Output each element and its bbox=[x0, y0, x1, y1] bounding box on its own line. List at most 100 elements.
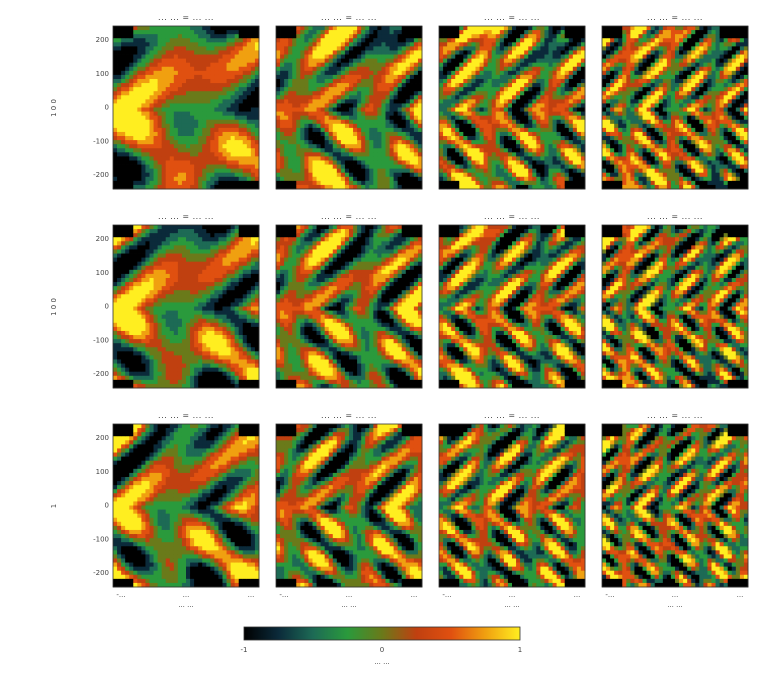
heatmap-cell bbox=[336, 78, 342, 84]
heatmap-cell bbox=[381, 95, 386, 100]
heatmap-cell bbox=[369, 38, 374, 43]
heatmap-cell bbox=[520, 91, 525, 96]
heatmap-cell bbox=[369, 119, 374, 125]
heatmap-cell bbox=[280, 107, 285, 112]
heatmap-cell bbox=[312, 46, 317, 51]
heatmap-cell bbox=[512, 95, 517, 100]
heatmap-cell bbox=[222, 148, 227, 153]
heatmap-cell bbox=[169, 58, 175, 64]
heatmap-cell bbox=[544, 99, 549, 104]
heatmap-cell bbox=[296, 66, 301, 72]
heatmap-cell bbox=[276, 111, 281, 117]
heatmap-cell bbox=[332, 26, 338, 31]
heatmap-cell bbox=[296, 107, 301, 112]
heatmap-cell bbox=[206, 42, 211, 47]
heatmap-cell bbox=[230, 87, 236, 92]
heatmap-cell bbox=[622, 26, 627, 31]
heatmap-cell bbox=[153, 123, 159, 129]
heatmap-cell bbox=[580, 115, 586, 121]
heatmap-cell bbox=[499, 62, 505, 68]
heatmap-cell bbox=[524, 111, 529, 117]
heatmap-cell bbox=[528, 127, 533, 133]
heatmap-cell bbox=[113, 172, 118, 178]
heatmap-cell bbox=[230, 91, 236, 96]
heatmap-cell bbox=[141, 83, 146, 88]
heatmap-cell bbox=[439, 99, 444, 104]
heatmap-cell bbox=[161, 148, 167, 153]
heatmap-cell bbox=[463, 131, 468, 137]
heatmap-cell bbox=[618, 78, 623, 84]
heatmap-cell bbox=[125, 62, 130, 68]
heatmap-cell bbox=[638, 136, 643, 141]
heatmap-cell bbox=[622, 78, 627, 84]
heatmap-cell bbox=[336, 83, 342, 88]
heatmap-cell bbox=[328, 119, 334, 125]
heatmap-cell bbox=[467, 58, 472, 64]
heatmap-cell bbox=[487, 74, 493, 80]
heatmap-cell bbox=[320, 70, 326, 76]
heatmap-cell bbox=[544, 74, 549, 80]
heatmap-cell bbox=[499, 180, 505, 186]
heatmap-cell bbox=[638, 168, 643, 174]
heatmap-cell bbox=[320, 107, 326, 112]
heatmap-cell bbox=[540, 38, 545, 43]
heatmap-cell bbox=[622, 184, 627, 190]
heatmap-cell bbox=[137, 95, 142, 100]
heatmap-cell bbox=[300, 54, 305, 60]
heatmap-cell bbox=[495, 38, 501, 43]
heatmap-cell bbox=[230, 78, 236, 84]
heatmap-cell bbox=[606, 66, 611, 72]
heatmap-cell bbox=[536, 30, 541, 35]
heatmap-cell bbox=[157, 95, 163, 100]
heatmap-cell bbox=[602, 103, 607, 108]
heatmap-cell bbox=[157, 172, 163, 178]
heatmap-cell bbox=[646, 78, 652, 84]
heatmap-cell bbox=[117, 50, 122, 55]
heatmap-cell bbox=[230, 34, 236, 39]
heatmap-cell bbox=[328, 152, 334, 157]
heatmap-cell bbox=[377, 172, 382, 178]
heatmap-cell bbox=[467, 168, 472, 174]
heatmap-cell bbox=[129, 111, 134, 117]
heatmap-cell bbox=[548, 34, 553, 39]
heatmap-cell bbox=[177, 184, 183, 190]
heatmap-cell bbox=[614, 78, 619, 84]
heatmap-cell bbox=[198, 168, 203, 174]
heatmap-cell bbox=[650, 172, 656, 178]
heatmap-cell bbox=[280, 168, 285, 174]
heatmap-cell bbox=[316, 119, 322, 125]
heatmap-cell bbox=[276, 131, 281, 137]
heatmap-cell bbox=[401, 160, 407, 165]
heatmap-cell bbox=[181, 144, 187, 149]
heatmap-cell bbox=[417, 66, 423, 72]
heatmap-cell bbox=[292, 58, 297, 64]
heatmap-cell bbox=[117, 38, 122, 43]
heatmap-cell bbox=[654, 87, 660, 92]
heatmap-cell bbox=[606, 34, 611, 39]
heatmap-cell bbox=[487, 54, 493, 60]
heatmap-cell bbox=[308, 127, 313, 133]
heatmap-cell bbox=[447, 91, 452, 96]
heatmap-cell bbox=[487, 38, 493, 43]
heatmap-cell bbox=[218, 111, 223, 117]
heatmap-cell bbox=[487, 26, 493, 31]
heatmap-cell bbox=[467, 164, 472, 170]
heatmap-cell bbox=[606, 107, 611, 112]
heatmap-cell bbox=[487, 152, 493, 157]
heatmap-cell bbox=[614, 127, 619, 133]
heatmap-cell bbox=[349, 91, 354, 96]
heatmap-cell bbox=[324, 70, 330, 76]
heatmap-cell bbox=[161, 50, 167, 55]
heatmap-cell bbox=[532, 148, 537, 153]
heatmap-cell bbox=[349, 111, 354, 117]
heatmap-cell bbox=[528, 26, 533, 31]
heatmap-cell bbox=[242, 99, 248, 104]
heatmap-cell bbox=[467, 115, 472, 121]
heatmap-cell bbox=[165, 70, 171, 76]
heatmap-cell bbox=[254, 184, 260, 190]
heatmap-cell bbox=[507, 103, 513, 108]
heatmap-cell bbox=[630, 91, 635, 96]
heatmap-cell bbox=[145, 70, 150, 76]
heatmap-cell bbox=[129, 119, 134, 125]
heatmap-cell bbox=[210, 103, 215, 108]
